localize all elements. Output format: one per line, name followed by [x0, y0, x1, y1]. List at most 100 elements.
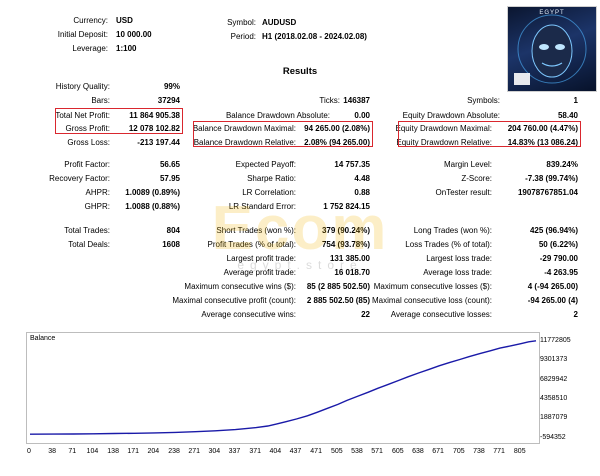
- y-tick-label: 11772805: [540, 336, 571, 344]
- y-tick-label: -594352: [540, 434, 566, 441]
- avg-consec-losses-value: 2: [573, 310, 578, 319]
- y-tick-label: 4358510: [540, 394, 568, 402]
- avg-loss-label: Average loss trade:: [423, 268, 492, 277]
- y-tick-label: 9301373: [540, 356, 568, 364]
- maximal-consec-loss-label: Maximal consecutive loss (count):: [371, 296, 492, 305]
- x-tick-label: 505: [331, 448, 343, 455]
- balance-series-line: [29, 340, 537, 435]
- x-tick-label: 271: [188, 448, 201, 455]
- highlight-balance-dd-box: [193, 121, 373, 147]
- gross-loss-label: Gross Loss:: [67, 138, 110, 147]
- leverage-value: 1:100: [116, 44, 137, 53]
- equity-dd-maximal-label: Equity Drawdown Maximal:: [395, 124, 492, 133]
- ghpr-value: 1.0088 (0.88%): [125, 202, 180, 211]
- robot-face-icon: [514, 14, 587, 85]
- recovery-factor-value: 57.95: [159, 174, 180, 183]
- symbols-label: Symbols:: [467, 96, 500, 105]
- x-tick-label: 671: [432, 448, 444, 455]
- ticks-label: Ticks:: [319, 96, 340, 105]
- x-tick-label: 538: [351, 448, 363, 455]
- largest-loss-value: -29 790.00: [539, 254, 578, 263]
- history-quality-value: 99%: [163, 82, 180, 91]
- highlight-equity-dd-box: [398, 121, 581, 147]
- leverage-label: Leverage:: [72, 44, 108, 53]
- x-tick-label: 238: [168, 448, 180, 455]
- x-tick-label: 104: [86, 448, 99, 455]
- total-trades-value: 804: [166, 226, 180, 235]
- short-trades-value: 379 (90.24%): [321, 226, 370, 235]
- y-tick-label: 1887079: [540, 414, 568, 422]
- ontester-result-value: 19078767851.04: [517, 188, 578, 197]
- loss-trades-label: Loss Trades (% of total):: [405, 240, 492, 249]
- history-quality-label: History Quality:: [55, 82, 110, 91]
- profit-factor-label: Profit Factor:: [64, 160, 110, 169]
- max-consec-wins-label: Maximum consecutive wins ($):: [184, 282, 296, 291]
- profit-trades-value: 754 (93.78%): [321, 240, 370, 249]
- lr-standard-error-label: LR Standard Error:: [228, 202, 296, 211]
- margin-level-value: 839.24%: [546, 160, 578, 169]
- short-trades-label: Short Trades (won %):: [216, 226, 296, 235]
- ahpr-value: 1.0089 (0.89%): [125, 188, 180, 197]
- thumbnail-logo-text: EGYPT: [539, 10, 565, 16]
- recovery-factor-label: Recovery Factor:: [49, 174, 110, 183]
- initial-deposit-label: Initial Deposit:: [57, 30, 108, 39]
- x-tick-label: 171: [127, 448, 140, 455]
- initial-deposit-value: 10 000.00: [116, 30, 152, 39]
- x-tick-label: 371: [249, 448, 262, 455]
- ghpr-label: GHPR:: [84, 202, 110, 211]
- gross-loss-value: -213 197.44: [137, 138, 180, 147]
- expert-thumbnail: EGYPT: [507, 6, 597, 92]
- balance-dd-maximal-label: Balance Drawdown Maximal:: [192, 124, 296, 133]
- total-net-profit-value: 11 864 905.38: [129, 111, 180, 120]
- x-tick-label: 71: [68, 448, 77, 455]
- x-tick-label: 138: [107, 448, 119, 455]
- x-tick-label: 805: [513, 448, 526, 455]
- max-consec-losses-value: 4 (-94 265.00): [527, 282, 578, 291]
- avg-consec-losses-label: Average consecutive losses:: [390, 310, 492, 319]
- x-tick-label: 738: [473, 448, 485, 455]
- bars-value: 37294: [157, 96, 180, 105]
- x-tick-label: 437: [289, 448, 302, 455]
- profit-factor-value: 56.65: [159, 160, 180, 169]
- gross-profit-label: Gross Profit:: [65, 124, 110, 133]
- maximal-consec-loss-value: -94 265.00 (4): [527, 296, 578, 305]
- x-tick-label: 705: [452, 448, 465, 455]
- currency-label: Currency:: [73, 16, 108, 25]
- avg-profit-value: 16 018.70: [334, 268, 370, 277]
- largest-loss-label: Largest loss trade:: [426, 254, 492, 263]
- y-tick-label: 6829942: [540, 375, 568, 383]
- bars-label: Bars:: [91, 96, 110, 105]
- balance-dd-absolute-value: 0.00: [354, 111, 370, 120]
- equity-dd-maximal-value: 204 760.00 (4.47%): [507, 124, 578, 133]
- x-tick-label: 38: [48, 448, 57, 455]
- avg-consec-wins-label: Average consecutive wins:: [201, 310, 296, 319]
- balance-dd-relative-value: 2.08% (94 265.00): [304, 138, 370, 147]
- x-tick-label: 0: [27, 448, 31, 455]
- currency-value: USD: [116, 16, 133, 25]
- total-net-profit-label: Total Net Profit:: [55, 111, 110, 120]
- x-tick-label: 638: [412, 448, 424, 455]
- sharpe-ratio-value: 4.48: [354, 174, 370, 183]
- total-deals-value: 1608: [162, 240, 180, 249]
- gross-profit-value: 12 078 102.82: [128, 124, 180, 133]
- x-tick-label: 304: [208, 448, 221, 455]
- balance-chart-plot: [29, 340, 537, 435]
- chart-title: Balance: [30, 335, 56, 342]
- z-score-label: Z-Score:: [461, 174, 492, 183]
- avg-loss-value: -4 263.95: [544, 268, 578, 277]
- long-trades-value: 425 (96.94%): [529, 226, 578, 235]
- lr-correlation-value: 0.88: [354, 188, 370, 197]
- sharpe-ratio-label: Sharpe Ratio:: [247, 174, 296, 183]
- equity-dd-absolute-value: 58.40: [557, 111, 578, 120]
- ontester-result-label: OnTester result:: [435, 188, 492, 197]
- maximal-consec-profit-label: Maximal consecutive profit (count):: [172, 296, 296, 305]
- expected-payoff-value: 14 757.35: [334, 160, 370, 169]
- expected-payoff-label: Expected Payoff:: [235, 160, 296, 169]
- lr-standard-error-value: 1 752 824.15: [323, 202, 370, 211]
- symbols-value: 1: [573, 96, 578, 105]
- balance-chart: Balance: [26, 332, 540, 444]
- x-tick-label: 605: [391, 448, 404, 455]
- z-score-value: -7.38 (99.74%): [525, 174, 578, 183]
- largest-profit-label: Largest profit trade:: [226, 254, 296, 263]
- profit-trades-label: Profit Trades (% of total):: [207, 240, 296, 249]
